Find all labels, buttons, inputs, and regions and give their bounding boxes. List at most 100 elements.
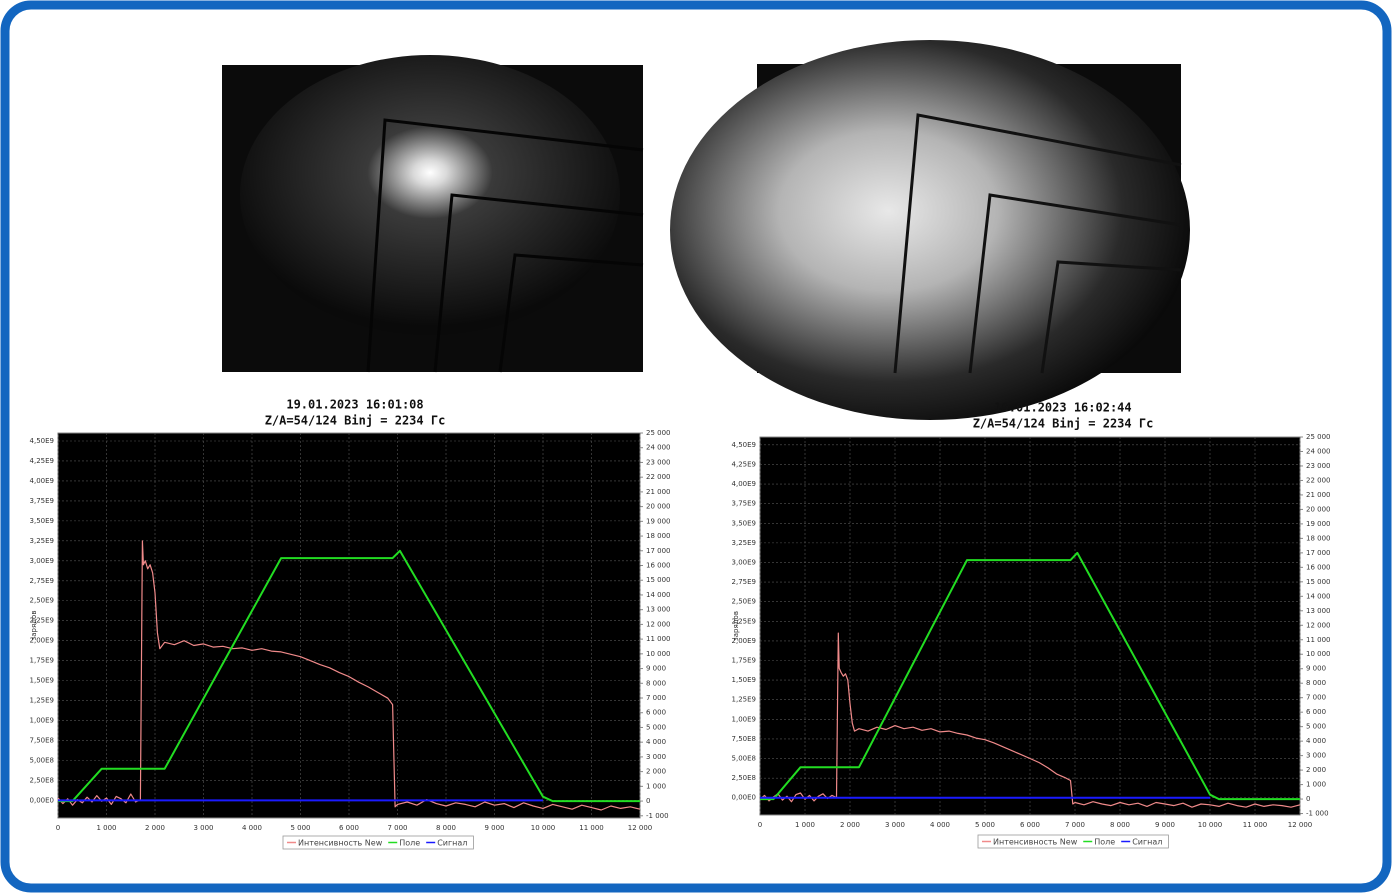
y2-tick-label: 10 000	[1306, 650, 1331, 658]
y2-tick-label: 6 000	[646, 709, 666, 717]
y2-tick-label: 14 000	[646, 591, 671, 599]
x-tick-label: 0	[758, 821, 762, 829]
camera-image-left	[222, 55, 644, 373]
y2-tick-label: 11 000	[646, 635, 671, 643]
y2-tick-label: 13 000	[646, 606, 671, 614]
y2-tick-label: 23 000	[646, 458, 671, 466]
y2-tick-label: 7 000	[646, 694, 666, 702]
y-tick-label: 3,00E9	[732, 558, 756, 566]
x-tick-label: 2 000	[145, 824, 165, 832]
y2-tick-label: 16 000	[646, 562, 671, 570]
y2-tick-label: -1 000	[1306, 810, 1329, 818]
x-tick-label: 3 000	[193, 824, 213, 832]
y2-tick-label: 20 000	[1306, 505, 1331, 513]
x-tick-label: 6 000	[339, 824, 359, 832]
x-tick-label: 6 000	[1020, 821, 1040, 829]
y-tick-label: 3,75E9	[732, 500, 756, 508]
y2-tick-label: 4 000	[1306, 737, 1326, 745]
x-tick-label: 12 000	[628, 824, 653, 832]
series-line	[760, 551, 1300, 801]
y-tick-label: 1,25E9	[30, 697, 54, 705]
y2-tick-label: 5 000	[646, 723, 666, 731]
y-tick-label: 0,00E0	[30, 796, 54, 804]
legend-box	[282, 835, 474, 850]
y2-tick-label: 21 000	[646, 488, 671, 496]
y2-tick-label: 8 000	[1306, 679, 1326, 687]
y2-tick-label: 0	[646, 797, 650, 805]
x-tick-label: 11 000	[579, 824, 604, 832]
y-tick-label: 2,25E9	[732, 617, 756, 625]
y2-tick-label: 11 000	[1306, 636, 1331, 644]
x-tick-label: 3 000	[885, 821, 905, 829]
chart: 19.01.2023 16:02:44 Z/A=54/124 Binj = 223…	[732, 401, 1331, 849]
y-axis-label: зарядов	[732, 611, 740, 641]
x-tick-label: 2 000	[840, 821, 860, 829]
y2-tick-label: 17 000	[646, 547, 671, 555]
x-tick-label: 8 000	[1110, 821, 1130, 829]
x-tick-label: 0	[56, 824, 60, 832]
y-tick-label: 3,00E9	[30, 557, 54, 565]
y2-tick-label: 24 000	[646, 444, 671, 452]
y-tick-label: 4,50E9	[30, 437, 54, 445]
y2-tick-label: 10 000	[646, 650, 671, 658]
y-tick-label: 7,50E8	[732, 735, 756, 743]
y2-tick-label: 2 000	[646, 768, 666, 776]
y2-tick-label: 5 000	[1306, 723, 1326, 731]
y2-tick-label: 21 000	[1306, 491, 1331, 499]
y-tick-label: 1,50E9	[30, 677, 54, 685]
y-tick-label: 5,00E8	[30, 756, 54, 764]
y-tick-label: 2,00E9	[732, 637, 756, 645]
y-tick-label: 2,75E9	[30, 577, 54, 585]
x-tick-label: 5 000	[290, 824, 310, 832]
y-tick-label: 7,50E8	[30, 737, 54, 745]
y-tick-label: 1,75E9	[30, 657, 54, 665]
y2-tick-label: 3 000	[1306, 752, 1326, 760]
y2-tick-label: 15 000	[646, 576, 671, 584]
y2-tick-label: 14 000	[1306, 592, 1331, 600]
x-tick-label: 10 000	[1198, 821, 1223, 829]
y2-tick-label: 9 000	[1306, 665, 1326, 673]
y2-tick-label: 24 000	[1306, 447, 1331, 455]
series-line	[58, 549, 640, 803]
y2-tick-label: 22 000	[646, 473, 671, 481]
y-tick-label: 1,50E9	[732, 676, 756, 684]
y-tick-label: 4,50E9	[732, 441, 756, 449]
y2-tick-label: 9 000	[646, 665, 666, 673]
y2-tick-label: -1 000	[646, 812, 669, 820]
legend-label: Интенсивность New	[993, 838, 1078, 847]
legend-label: Сигнал	[437, 839, 467, 848]
y-tick-label: 1,75E9	[732, 657, 756, 665]
y-tick-label: 2,50E9	[30, 597, 54, 605]
y2-tick-label: 20 000	[646, 503, 671, 511]
y2-tick-label: 0	[1306, 795, 1310, 803]
y2-tick-label: 22 000	[1306, 476, 1331, 484]
y2-tick-label: 17 000	[1306, 549, 1331, 557]
chart-subtitle: Z/A=54/124 Binj = 2234 Гс	[265, 414, 446, 428]
legend: Интенсивность New Поле Сигнал	[977, 834, 1169, 849]
y2-tick-label: 18 000	[1306, 534, 1331, 542]
x-tick-label: 10 000	[531, 824, 556, 832]
y-tick-label: 3,25E9	[732, 539, 756, 547]
y-tick-label: 1,00E9	[732, 715, 756, 723]
x-tick-label: 11 000	[1243, 821, 1268, 829]
x-tick-label: 1 000	[96, 824, 116, 832]
y-tick-label: 4,00E9	[732, 480, 756, 488]
series-line	[57, 540, 641, 811]
legend: Интенсивность New Поле Сигнал	[282, 835, 474, 850]
y-tick-label: 1,00E9	[30, 717, 54, 725]
y-tick-label: 4,25E9	[30, 457, 54, 465]
y-tick-label: 3,25E9	[30, 537, 54, 545]
y2-tick-label: 4 000	[646, 738, 666, 746]
y2-tick-label: 19 000	[646, 517, 671, 525]
x-tick-label: 1 000	[795, 821, 815, 829]
y-tick-label: 5,00E8	[732, 755, 756, 763]
y2-tick-label: 6 000	[1306, 708, 1326, 716]
series-line	[759, 632, 1301, 808]
legend-label: Поле	[399, 839, 420, 848]
x-tick-label: 5 000	[975, 821, 995, 829]
x-tick-label: 7 000	[1065, 821, 1085, 829]
y2-tick-label: 19 000	[1306, 520, 1331, 528]
y-tick-label: 3,50E9	[732, 519, 756, 527]
